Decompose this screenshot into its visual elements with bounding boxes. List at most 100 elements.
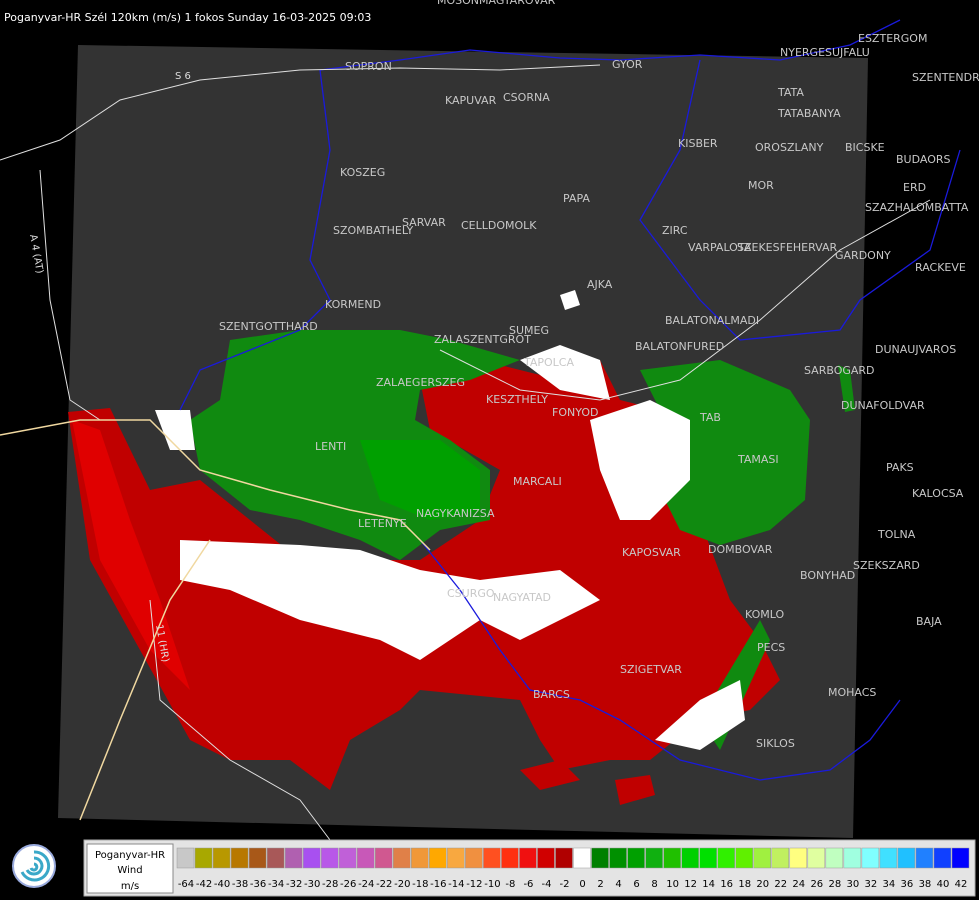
city-label: ZIRC	[662, 224, 688, 237]
legend-swatch	[230, 847, 249, 869]
legend-tick-label: -24	[358, 879, 374, 890]
city-label: DOMBOVAR	[708, 543, 773, 556]
legend-tick-label: 18	[738, 879, 751, 890]
city-label: TAB	[699, 411, 721, 424]
city-label: BONYHAD	[800, 569, 855, 582]
legend-tick-label: -4	[541, 879, 551, 890]
legend-tick-label: 22	[774, 879, 787, 890]
legend-tick-label: 28	[828, 879, 841, 890]
city-label: NAGYKANIZSA	[416, 507, 495, 520]
legend-tick-label: -38	[232, 879, 248, 890]
city-label: FONYOD	[552, 406, 598, 419]
legend-swatch	[825, 847, 844, 869]
city-label: KOMLO	[745, 608, 784, 621]
legend-tick-label: -2	[559, 879, 569, 890]
city-labels: MOSONMAGYAROVAR SOPRON GYOR KAPUVAR CSORNA ES…	[219, 0, 979, 750]
echo-green	[640, 360, 855, 750]
legend-swatch	[176, 847, 195, 869]
legend-swatch	[338, 847, 357, 869]
city-label: ERD	[903, 181, 926, 194]
city-label: MOR	[748, 179, 774, 192]
city-label: KAPOSVAR	[622, 546, 681, 559]
city-label: KOSZEG	[340, 166, 385, 179]
city-label: BARCS	[533, 688, 570, 701]
city-label: OROSZLANY	[755, 141, 824, 154]
city-label: ZALAEGERSZEG	[376, 376, 465, 389]
legend-tick-label: 10	[666, 879, 679, 890]
echo-green	[360, 440, 480, 520]
city-label: DUNAFOLDVAR	[841, 399, 925, 412]
legend-tick-label: 12	[684, 879, 697, 890]
city-label: CELLDOMOLK	[461, 219, 537, 232]
city-label: DUNAUJVAROS	[875, 343, 956, 356]
city-label: VARPALOTA	[688, 241, 752, 254]
city-label: SZIGETVAR	[620, 663, 682, 676]
legend-swatch	[429, 847, 447, 869]
road-line	[39, 169, 101, 421]
city-label: BAJA	[916, 615, 942, 628]
legend-label-box	[86, 843, 174, 894]
legend-tick-label: -30	[304, 879, 320, 890]
city-label: SZEKESFEHERVAR	[737, 241, 838, 254]
city-label: GYOR	[612, 58, 643, 71]
legend-tick-label: -14	[448, 879, 464, 890]
city-label: SARBOGARD	[804, 364, 875, 377]
legend-swatch	[483, 847, 501, 869]
city-label: SZENTENDRE	[912, 71, 979, 84]
legend-tick-label: -12	[466, 879, 482, 890]
echo-white	[155, 290, 745, 750]
city-label: BALATONFURED	[635, 340, 724, 353]
city-label: PAPA	[563, 192, 590, 205]
legend-swatch	[320, 847, 339, 869]
legend-swatch	[951, 847, 970, 869]
legend-tick-label: 0	[579, 879, 585, 890]
legend-tick-label: -32	[286, 879, 302, 890]
city-label: SOPRON	[345, 60, 392, 73]
legend-swatch	[681, 847, 699, 869]
city-label: BUDAORS	[896, 153, 951, 166]
city-label: GARDONY	[835, 249, 891, 262]
road-line	[0, 64, 601, 161]
city-label: TAPOLCA	[523, 356, 574, 369]
legend-tick-label: 34	[883, 879, 896, 890]
legend-swatch	[915, 847, 934, 869]
legend-tick-label: 8	[651, 879, 657, 890]
legend-swatch	[843, 847, 862, 869]
city-label: KALOCSA	[912, 487, 964, 500]
legend-swatch	[933, 847, 952, 869]
legend-tick-label: 40	[937, 879, 950, 890]
legend-swatch	[537, 847, 555, 869]
legend-swatch	[555, 847, 573, 869]
city-label: SZAZHALOMBATTA	[865, 201, 969, 214]
legend-tick-label: 36	[901, 879, 914, 890]
city-label: KESZTHELY	[486, 393, 548, 406]
city-label: SZEKSZARD	[853, 559, 920, 572]
logo-swirl	[20, 850, 51, 882]
city-label: MARCALI	[513, 475, 562, 488]
legend-radar: Poganyvar-HR	[95, 850, 165, 861]
legend-swatch	[897, 847, 916, 869]
legend-tick-label: -26	[340, 879, 356, 890]
city-label: KORMEND	[325, 298, 381, 311]
legend-tick-label: 2	[597, 879, 603, 890]
legend-tick-label: 6	[633, 879, 639, 890]
legend: Poganyvar-HR Wind m/s -64 -42 -40 -38 -36 -34…	[12, 839, 976, 897]
border-line	[639, 59, 961, 341]
city-label: LETENYE	[358, 517, 407, 530]
legend-tick-label: 20	[756, 879, 769, 890]
road-line	[149, 599, 331, 841]
legend-tick-label: -22	[376, 879, 392, 890]
roads	[0, 64, 931, 841]
borders	[179, 19, 961, 781]
legend-tick-label: 30	[846, 879, 859, 890]
city-label: MOHACS	[828, 686, 876, 699]
road-line	[439, 199, 931, 401]
legend-swatch	[627, 847, 645, 869]
legend-tick-label: -34	[268, 879, 284, 890]
legend-swatch	[411, 847, 429, 869]
legend-swatch	[212, 847, 231, 869]
legend-tick-label: -20	[394, 879, 410, 890]
legend-scale: -64 -42 -40 -38 -36 -34 -32 -30 -28 -26 -24 -22 -20-…	[176, 847, 970, 890]
legend-swatch	[861, 847, 880, 869]
legend-swatch	[393, 847, 411, 869]
